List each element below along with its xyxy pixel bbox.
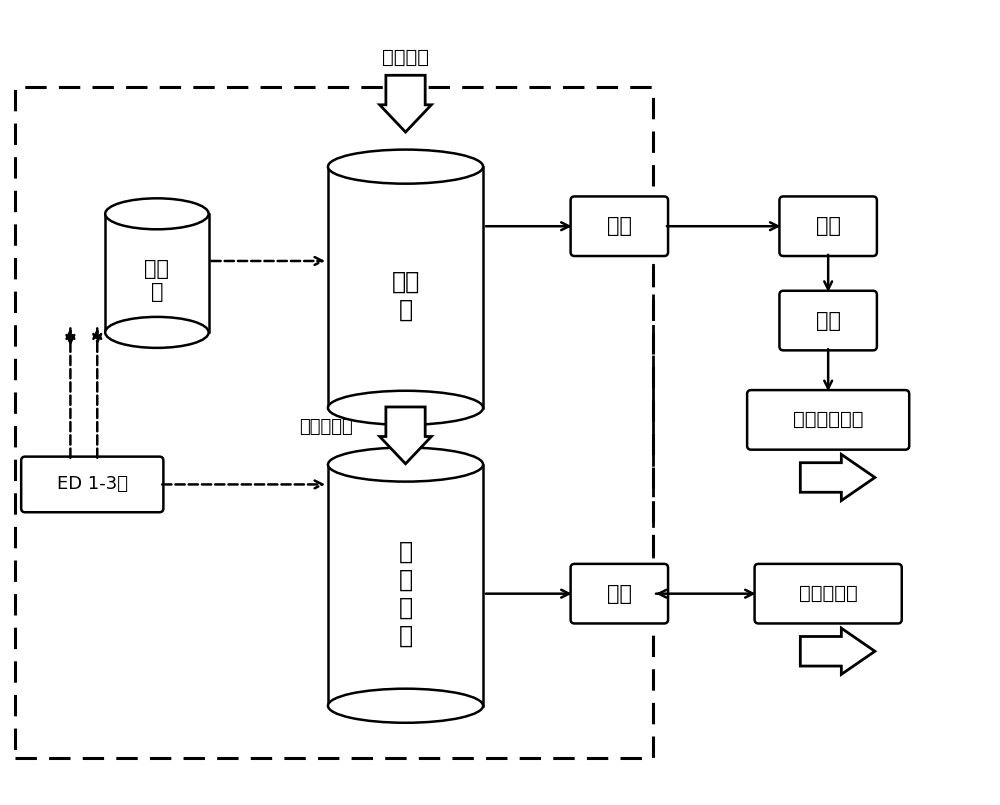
- Ellipse shape: [328, 448, 483, 481]
- Text: 干燥: 干燥: [816, 311, 841, 331]
- Bar: [328, 464, 483, 706]
- Bar: [15, 87, 653, 758]
- Ellipse shape: [328, 150, 483, 184]
- Bar: [328, 167, 483, 408]
- Ellipse shape: [105, 198, 209, 229]
- FancyBboxPatch shape: [21, 456, 163, 512]
- Bar: [105, 214, 209, 332]
- FancyBboxPatch shape: [571, 196, 668, 256]
- Text: 碳酸氢铵: 碳酸氢铵: [382, 48, 429, 67]
- Text: 补盐
桶: 补盐 桶: [144, 259, 169, 303]
- Text: 漂洗: 漂洗: [607, 217, 632, 236]
- FancyBboxPatch shape: [779, 196, 877, 256]
- Text: 碳酸氢钠产品: 碳酸氢钠产品: [793, 411, 863, 429]
- Text: ED 1-3级: ED 1-3级: [57, 476, 128, 493]
- Ellipse shape: [328, 390, 483, 425]
- FancyBboxPatch shape: [571, 564, 668, 623]
- FancyBboxPatch shape: [755, 564, 902, 623]
- Text: 反应
釜: 反应 釜: [391, 270, 420, 322]
- Polygon shape: [800, 454, 875, 501]
- Text: 铵
结
晶
釜: 铵 结 晶 釜: [398, 540, 413, 647]
- FancyBboxPatch shape: [747, 390, 909, 450]
- Polygon shape: [380, 407, 431, 464]
- Ellipse shape: [328, 689, 483, 723]
- FancyBboxPatch shape: [779, 291, 877, 350]
- Ellipse shape: [105, 317, 209, 348]
- Polygon shape: [380, 76, 431, 132]
- Text: 脱水: 脱水: [816, 217, 841, 236]
- Polygon shape: [800, 628, 875, 675]
- Text: 脱水: 脱水: [607, 584, 632, 604]
- Text: 氯化铵产品: 氯化铵产品: [799, 584, 858, 603]
- Text: 固体氯化钠: 固体氯化钠: [299, 418, 353, 436]
